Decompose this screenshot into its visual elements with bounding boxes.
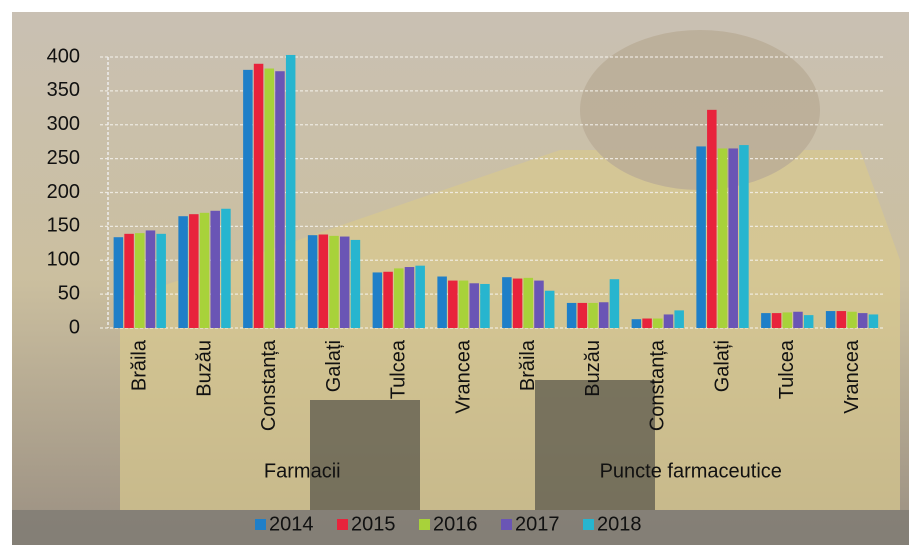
bar: [803, 315, 814, 328]
bar: [534, 280, 544, 328]
bar: [609, 279, 620, 328]
bar: [512, 278, 523, 328]
bar: [394, 268, 404, 328]
group-label: Farmacii: [264, 460, 341, 482]
bar: [631, 319, 642, 328]
legend-label: 2016: [433, 513, 478, 535]
x-tick-label: Galați: [323, 340, 345, 392]
bar: [480, 283, 490, 328]
bar: [285, 54, 296, 328]
bar: [404, 267, 415, 328]
bar: [868, 314, 879, 328]
legend-swatch: [337, 519, 348, 530]
legend-swatch: [583, 519, 594, 530]
bar: [372, 272, 383, 328]
bar: [318, 234, 329, 328]
bar: [728, 148, 738, 328]
x-tick-label: Buzău: [582, 340, 604, 397]
bar: [243, 69, 253, 328]
y-tick-label: 50: [58, 282, 80, 304]
bar: [383, 271, 393, 328]
bar: [836, 311, 847, 328]
door: [310, 400, 420, 510]
x-tick-label: Brăila: [129, 339, 151, 391]
bar: [761, 313, 771, 328]
bar: [339, 236, 350, 328]
bar: [663, 314, 674, 328]
bar: [544, 290, 555, 328]
bar: [771, 313, 782, 328]
x-tick-label: Tulcea: [776, 339, 798, 399]
x-tick-label: Buzău: [193, 340, 215, 397]
y-tick-label: 350: [47, 79, 80, 101]
y-tick-label: 250: [47, 147, 80, 169]
y-tick-label: 0: [69, 316, 80, 338]
x-tick-label: Constanța: [647, 339, 669, 431]
dome: [580, 30, 820, 190]
x-tick-label: Vrancea: [452, 339, 474, 414]
bar: [793, 311, 803, 328]
bar: [653, 318, 663, 328]
bar: [221, 208, 231, 328]
bar: [847, 311, 857, 328]
bar: [329, 235, 339, 328]
door: [535, 380, 655, 510]
bar: [307, 235, 318, 328]
bar: [598, 302, 609, 328]
legend-label: 2014: [269, 513, 314, 535]
bar: [437, 276, 447, 328]
bar: [782, 312, 793, 328]
bar: [674, 310, 684, 328]
bar: [135, 233, 145, 328]
bar: [145, 230, 156, 328]
bar: [707, 109, 717, 328]
group-label: Puncte farmaceutice: [600, 460, 782, 482]
y-tick-label: 100: [47, 249, 80, 271]
bar: [415, 265, 425, 328]
bar: [350, 239, 361, 328]
bar: [469, 283, 479, 328]
bar: [642, 318, 652, 328]
bar: [210, 210, 220, 328]
bar: [502, 277, 512, 328]
x-tick-label: Constanța: [258, 339, 280, 431]
bar: [857, 313, 868, 328]
bar: [458, 280, 469, 328]
bar: [264, 68, 275, 328]
bar: [253, 63, 264, 329]
bar: [189, 214, 199, 328]
bar: [199, 212, 210, 328]
legend-label: 2015: [351, 513, 396, 535]
bar: [566, 302, 577, 328]
x-tick-label: Brăila: [517, 339, 539, 391]
bar: [178, 216, 188, 328]
y-tick-label: 200: [47, 181, 80, 203]
bar: [577, 302, 588, 328]
legend-swatch: [255, 519, 266, 530]
x-tick-label: Galați: [711, 340, 733, 392]
legend-swatch: [501, 519, 512, 530]
bar: [588, 302, 598, 328]
bar: [696, 146, 706, 328]
legend-swatch: [419, 519, 430, 530]
bar: [275, 71, 285, 328]
legend-label: 2017: [515, 513, 560, 535]
bar: [113, 237, 124, 328]
legend-label: 2018: [597, 513, 642, 535]
y-tick-label: 300: [47, 113, 80, 135]
bar: [825, 311, 836, 328]
x-tick-label: Tulcea: [388, 339, 410, 399]
street: [12, 510, 909, 545]
bar: [523, 277, 534, 328]
y-tick-label: 150: [47, 215, 80, 237]
bar: [156, 233, 166, 328]
bar: [448, 280, 458, 328]
x-tick-label: Vrancea: [841, 339, 863, 414]
bar: [739, 145, 749, 328]
bar: [124, 233, 134, 328]
bar: [717, 148, 728, 328]
y-tick-label: 400: [47, 45, 80, 67]
